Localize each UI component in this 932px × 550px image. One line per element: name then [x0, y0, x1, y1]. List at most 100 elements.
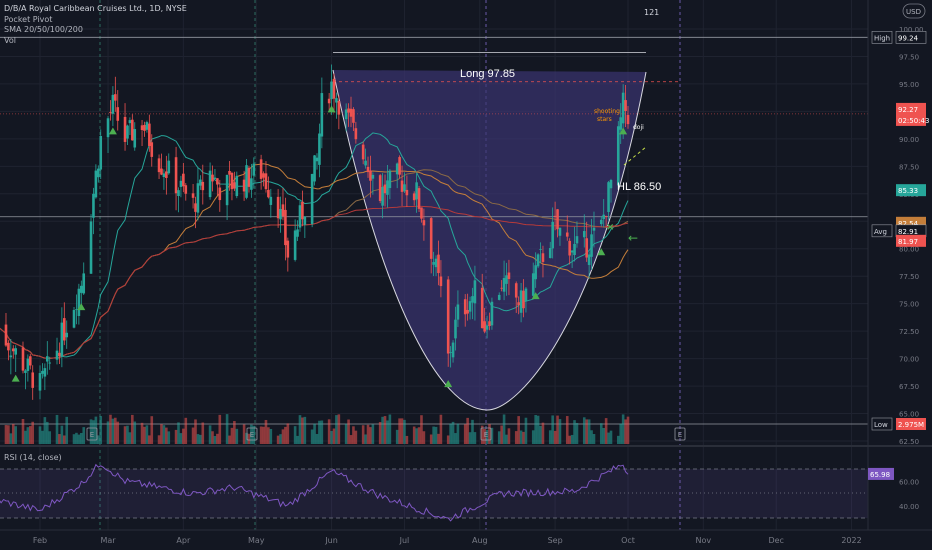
- volume-bar: [179, 433, 183, 444]
- volume-bar: [349, 435, 353, 444]
- candle-body: [471, 296, 474, 303]
- candle-body: [259, 159, 263, 179]
- price-label-value: 82.54: [898, 220, 919, 228]
- pocket-pivot-icon: [531, 292, 540, 300]
- price-label-value: 99.24: [898, 34, 919, 42]
- price-label-tag: [871, 417, 893, 431]
- candle-body: [502, 278, 506, 292]
- candle-body: [225, 174, 229, 206]
- volume-bar: [160, 424, 163, 444]
- volume-bar: [11, 423, 15, 444]
- rsi-axis: 60.00 40.00 65.98: [868, 467, 919, 511]
- volume-bar: [383, 416, 387, 444]
- volume-bar: [162, 425, 166, 444]
- price-label-tag: [871, 224, 893, 238]
- candle-body: [7, 342, 10, 351]
- volume-bar: [507, 428, 511, 444]
- volume-bar: [437, 433, 440, 444]
- volume-bar: [335, 415, 338, 444]
- time-axis[interactable]: Feb Mar Apr May Jun Jul Aug Sep Oct Nov Dec 2022: [33, 536, 862, 545]
- volume-bar: [624, 419, 627, 444]
- x-mark-icon: ×: [606, 222, 614, 233]
- candle-body: [126, 125, 129, 139]
- volume-bar: [514, 431, 518, 444]
- volume-bar: [500, 425, 503, 444]
- legend: D/B/A Royal Caribbean Cruises Ltd., 1D, …: [4, 4, 187, 46]
- volume-bar: [247, 433, 251, 444]
- candle-body: [62, 318, 66, 341]
- candle-body: [624, 100, 627, 111]
- candle-body: [568, 240, 571, 256]
- price-label-value: 92.27: [898, 106, 918, 114]
- volume-bars: [4, 414, 630, 444]
- candle-body: [99, 135, 103, 170]
- candle-body: [43, 368, 47, 377]
- candle-body: [41, 370, 44, 374]
- price-tick-label: 62.50: [899, 438, 919, 446]
- pocket-pivot-icon: [11, 374, 20, 382]
- candle-body: [602, 214, 606, 220]
- time-tick-label: Dec: [768, 536, 783, 545]
- volume-bar: [313, 423, 316, 444]
- candle-body: [179, 180, 183, 187]
- price-labels: High 99.24 92.27 02:50:43 85.33 82.54 Avg 82.91…: [871, 31, 929, 431]
- legend-title[interactable]: D/B/A Royal Caribbean Cruises Ltd., 1D, …: [4, 4, 187, 13]
- legend-line[interactable]: SMA 20/50/100/200: [4, 25, 83, 34]
- time-tick-label: 2022: [841, 536, 861, 545]
- candle-body: [548, 248, 552, 259]
- candle-body: [320, 93, 324, 137]
- shooting-annotation: shooting: [594, 108, 620, 115]
- candle-body: [301, 201, 304, 220]
- candle-body: [349, 108, 353, 117]
- candle-body: [480, 287, 484, 329]
- rsi-tick-label: 40.00: [899, 503, 919, 511]
- price-label-tag: [871, 31, 893, 44]
- earnings-label: E: [678, 431, 682, 439]
- candle-body: [573, 243, 576, 256]
- volume-bar: [369, 427, 372, 444]
- currency-badge[interactable]: USD: [902, 3, 926, 19]
- volume-bar: [609, 430, 613, 444]
- volume-bar: [607, 432, 610, 444]
- volume-bar: [230, 427, 234, 444]
- candle-body: [45, 356, 49, 362]
- volume-bar: [143, 426, 146, 444]
- candle-body: [468, 301, 472, 312]
- candle-body: [327, 98, 331, 104]
- legend-line[interactable]: Pocket Pivot: [4, 14, 53, 24]
- candle-body: [405, 189, 409, 196]
- price-tick-label: 97.50: [899, 53, 919, 61]
- candle-body: [551, 221, 554, 249]
- volume-bar: [534, 415, 537, 444]
- volume-bar: [386, 420, 389, 444]
- candle-body: [228, 170, 231, 175]
- volume-bar: [398, 418, 401, 444]
- volume-bar: [131, 414, 134, 444]
- volume-bar: [330, 430, 333, 444]
- candle-body: [114, 94, 117, 101]
- volume-bar: [48, 431, 52, 444]
- candle-body: [536, 254, 540, 267]
- volume-bar: [41, 430, 44, 444]
- volume-bar: [177, 422, 180, 444]
- candle-body: [337, 100, 341, 115]
- volume-bar: [167, 431, 171, 444]
- candle-body: [296, 229, 299, 237]
- candle-body: [519, 290, 523, 313]
- earnings-label: E: [250, 431, 254, 439]
- candle-body: [174, 157, 178, 194]
- price-tick-label: 67.50: [899, 383, 919, 391]
- volume-bar: [616, 435, 620, 444]
- volume-bar: [519, 430, 523, 444]
- volume-bar: [332, 428, 336, 444]
- volume-bar: [45, 421, 49, 444]
- volume-bar: [301, 417, 304, 444]
- candle-body: [97, 168, 100, 178]
- legend-line[interactable]: Vol: [4, 35, 16, 45]
- volume-bar: [286, 423, 290, 444]
- candle-body: [58, 352, 61, 357]
- candle-body: [415, 182, 418, 200]
- candle-body: [497, 294, 501, 300]
- candle-body: [252, 163, 256, 176]
